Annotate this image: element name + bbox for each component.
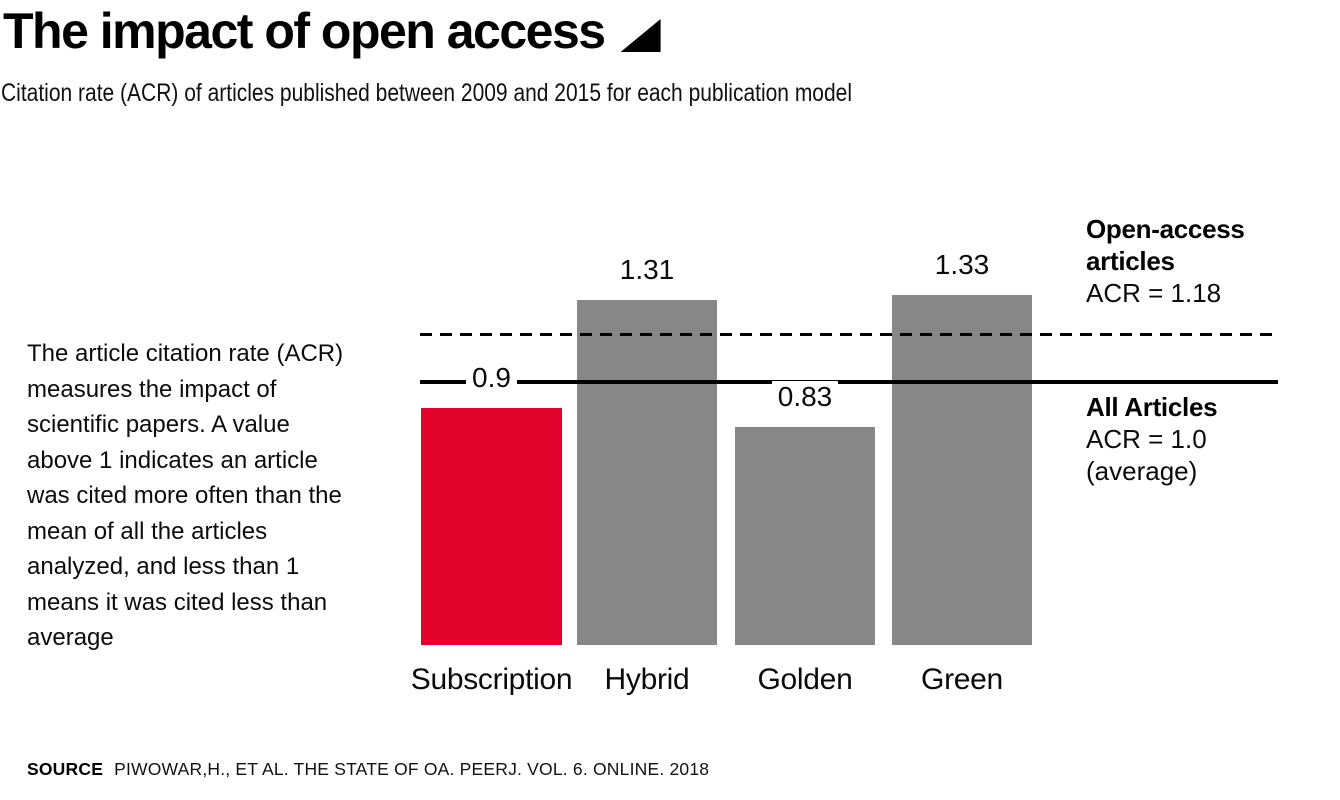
bar-category-label-hybrid: Hybrid: [604, 663, 690, 696]
bar-value-label-golden: 0.83: [735, 380, 875, 414]
annotation-open-access: Open-access articles ACR = 1.18: [1086, 213, 1340, 309]
bar-value-label-subscription: 0.9: [421, 361, 562, 395]
annotation-all-articles-acr: ACR = 1.0: [1086, 424, 1207, 454]
bar-hybrid: [577, 300, 717, 645]
bar-golden: [735, 426, 875, 645]
reference-line-dashed: [420, 332, 1278, 337]
source-label: SOURCE: [27, 759, 104, 779]
bar-green: [892, 295, 1032, 645]
annotation-all-articles: All Articles ACR = 1.0 (average): [1086, 391, 1340, 487]
page-title: The impact of open access: [3, 3, 606, 59]
bar-value-label-hybrid: 1.31: [577, 253, 717, 287]
bar-subscription: [421, 408, 562, 645]
sidenote-text: The article citation rate (ACR) measures…: [27, 340, 344, 651]
bar-category-label-golden: Golden: [757, 663, 853, 696]
bar-value-label-green: 1.33: [892, 248, 1032, 282]
page-header: The impact of open access: [3, 6, 661, 56]
annotation-open-access-title-line2: articles: [1086, 246, 1175, 276]
reference-line-solid: [420, 380, 1278, 384]
bar-category-label-subscription: Subscription: [410, 663, 573, 696]
annotation-all-articles-note: (average): [1086, 456, 1198, 486]
annotation-open-access-title-line1: Open-access: [1086, 214, 1245, 244]
page-subtitle: Citation rate (ACR) of articles publishe…: [1, 79, 853, 107]
annotation-all-articles-title: All Articles: [1086, 392, 1218, 422]
bar-category-label-green: Green: [921, 663, 1003, 696]
source-line: SOURCE PIWOWAR,H., ET AL. THE STATE OF OA…: [27, 759, 709, 780]
annotation-open-access-acr: ACR = 1.18: [1086, 278, 1222, 308]
source-text: PIWOWAR,H., ET AL. THE STATE OF OA. PEER…: [114, 759, 710, 779]
